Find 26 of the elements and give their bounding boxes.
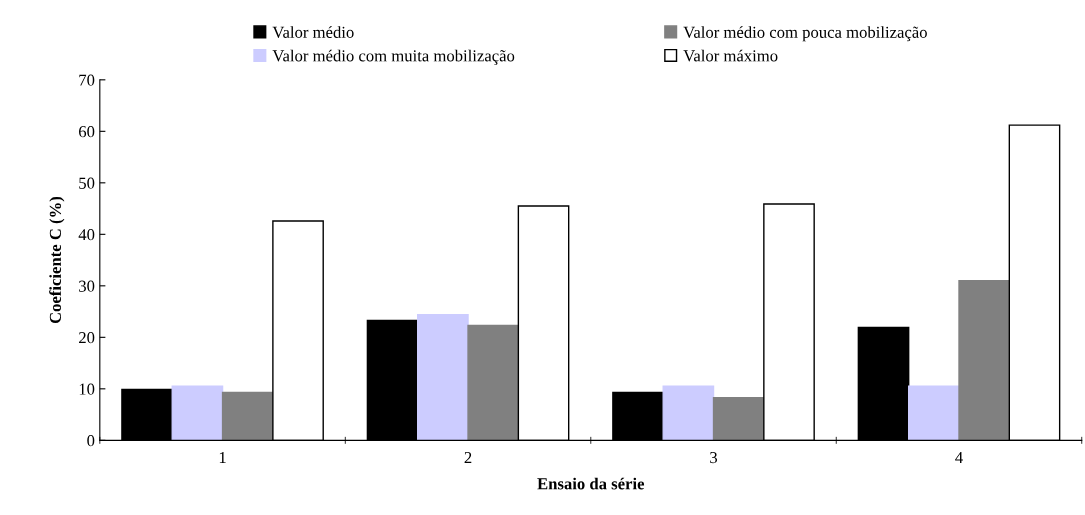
y-tick-label: 30: [79, 280, 95, 292]
bar: [907, 385, 960, 441]
bar: [221, 391, 274, 441]
legend-label: Valor médio com pouca mobilização: [683, 26, 927, 42]
y-axis-title: Coeficiente C (%): [49, 196, 65, 324]
bar: [712, 396, 765, 441]
legend-label: Valor médio com muita mobilização: [272, 49, 515, 65]
legend-label: Valor máximo: [683, 49, 778, 62]
y-tick-label: 60: [79, 126, 95, 138]
y-tick-label: 70: [79, 74, 95, 86]
legend-label: Valor médio: [272, 26, 354, 38]
bar: [958, 279, 1011, 441]
y-tick-label: 20: [79, 332, 95, 344]
bar: [171, 385, 224, 441]
bar: [467, 324, 520, 441]
bar: [417, 313, 469, 441]
x-tick-label: 2: [464, 451, 472, 463]
bar: [662, 385, 715, 441]
x-tick-label: 4: [955, 452, 963, 463]
x-tick-label: 3: [710, 451, 718, 464]
y-tick-label: 10: [79, 383, 95, 395]
y-tick-label: 50: [79, 177, 95, 189]
x-axis-title: Ensaio da série: [537, 477, 645, 490]
x-tick-label: 1: [219, 452, 226, 463]
y-tick-label: 0: [87, 435, 95, 447]
y-tick-label: 40: [78, 229, 95, 241]
